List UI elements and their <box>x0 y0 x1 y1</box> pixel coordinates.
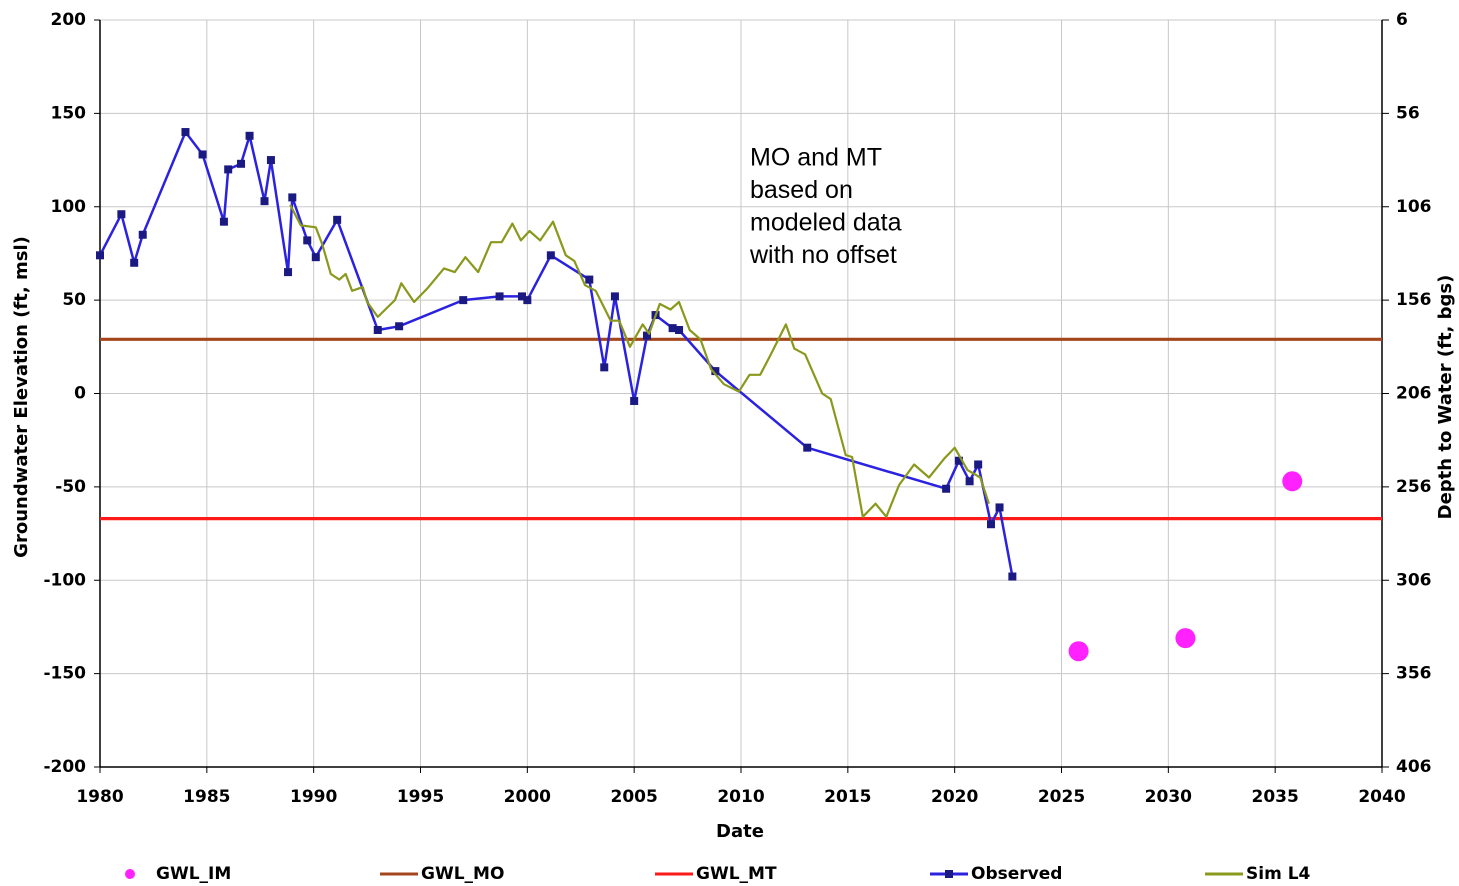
legend-label: Sim L4 <box>1246 864 1311 884</box>
x-tick-label: 2025 <box>1038 787 1085 807</box>
marker <box>284 268 293 277</box>
annotation: based on <box>750 176 853 204</box>
marker <box>523 296 532 305</box>
y2-tick-label: 156 <box>1396 290 1432 310</box>
marker <box>610 292 619 301</box>
marker <box>974 460 983 469</box>
marker <box>642 331 651 340</box>
marker <box>1175 628 1196 649</box>
marker <box>546 251 555 260</box>
x-tick-label: 2000 <box>504 787 551 807</box>
x-tick-label: 2005 <box>611 787 658 807</box>
marker <box>181 128 190 137</box>
marker <box>117 210 126 219</box>
marker <box>668 324 677 333</box>
marker <box>245 131 254 140</box>
x-tick-label: 2010 <box>717 787 764 807</box>
marker <box>333 215 342 224</box>
y-axis-title: Groundwater Elevation (ft, msl) <box>11 236 32 558</box>
marker <box>459 296 468 305</box>
x-tick-label: 2040 <box>1358 787 1405 807</box>
y2-tick-label: 256 <box>1396 477 1432 497</box>
marker <box>1008 572 1017 581</box>
legend-symbol <box>945 870 953 878</box>
marker <box>995 503 1004 512</box>
y-tick-label: -150 <box>43 664 86 684</box>
marker <box>395 322 404 331</box>
y2-tick-label: 6 <box>1396 10 1408 30</box>
legend-label: GWL_MT <box>696 864 777 884</box>
annotation: with no offset <box>749 241 897 269</box>
marker <box>303 236 312 245</box>
marker <box>373 326 382 335</box>
x-tick-label: 1985 <box>183 787 230 807</box>
x-tick-label: 2030 <box>1145 787 1192 807</box>
x-tick-label: 1995 <box>397 787 444 807</box>
marker <box>495 292 504 301</box>
marker <box>1282 471 1303 492</box>
y2-tick-label: 206 <box>1396 384 1432 404</box>
x-axis-title: Date <box>716 821 764 842</box>
marker <box>224 165 233 174</box>
marker <box>942 484 951 493</box>
marker <box>266 156 275 165</box>
y-tick-label: -200 <box>43 757 86 777</box>
marker <box>986 520 995 529</box>
y-tick-label: 150 <box>51 103 87 123</box>
y2-axis-title: Depth to Water (ft, bgs) <box>1435 275 1456 520</box>
y2-tick-label: 356 <box>1396 664 1432 684</box>
series-line <box>98 130 1014 577</box>
y2-tick-label: 56 <box>1396 103 1420 123</box>
series-line <box>289 204 990 518</box>
y-tick-label: 200 <box>51 10 87 30</box>
x-tick-label: 1980 <box>76 787 123 807</box>
legend-label: GWL_MO <box>421 864 504 884</box>
marker <box>711 367 720 376</box>
marker <box>803 443 812 452</box>
x-tick-label: 2035 <box>1252 787 1299 807</box>
legend-label: GWL_IM <box>156 864 231 884</box>
y-tick-label: 0 <box>74 384 86 404</box>
y-tick-label: -50 <box>55 477 86 497</box>
legend-symbol <box>125 869 135 879</box>
marker <box>585 275 594 284</box>
marker <box>96 251 104 260</box>
annotation: modeled data <box>750 209 902 237</box>
marker <box>219 217 228 226</box>
marker <box>517 292 526 301</box>
annotation: MO and MT <box>750 144 882 172</box>
x-tick-label: 2020 <box>931 787 978 807</box>
y-tick-label: 50 <box>62 290 86 310</box>
marker <box>630 396 639 405</box>
y2-tick-label: 406 <box>1396 757 1432 777</box>
marker <box>130 258 139 267</box>
marker <box>311 253 320 262</box>
marker <box>675 326 684 335</box>
marker <box>600 363 609 372</box>
marker <box>237 159 246 168</box>
marker <box>965 477 974 486</box>
marker <box>288 193 297 202</box>
x-tick-label: 2015 <box>824 787 871 807</box>
y-tick-label: 100 <box>51 197 87 217</box>
marker <box>260 197 269 206</box>
y-tick-label: -100 <box>43 570 86 590</box>
legend-label: Observed <box>971 864 1062 884</box>
y2-tick-label: 106 <box>1396 197 1432 217</box>
marker <box>138 230 147 239</box>
y2-tick-label: 306 <box>1396 570 1432 590</box>
marker <box>954 456 963 465</box>
marker <box>198 150 207 159</box>
marker <box>1068 641 1089 662</box>
x-tick-label: 1990 <box>290 787 337 807</box>
